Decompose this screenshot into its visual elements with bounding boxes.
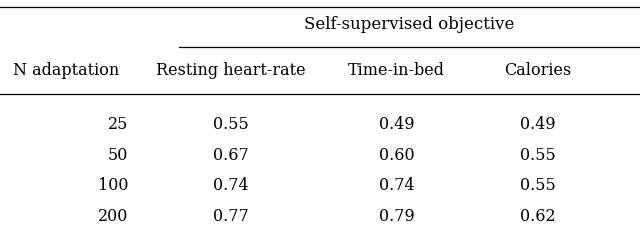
- Text: 0.55: 0.55: [520, 177, 556, 194]
- Text: 25: 25: [108, 116, 128, 133]
- Text: 200: 200: [98, 208, 128, 225]
- Text: Time-in-bed: Time-in-bed: [348, 62, 445, 79]
- Text: 0.77: 0.77: [212, 208, 248, 225]
- Text: 0.62: 0.62: [520, 208, 556, 225]
- Text: 0.49: 0.49: [379, 116, 415, 133]
- Text: 0.79: 0.79: [379, 208, 415, 225]
- Text: N adaptation: N adaptation: [13, 62, 119, 79]
- Text: 0.49: 0.49: [520, 116, 556, 133]
- Text: 100: 100: [97, 177, 128, 194]
- Text: 50: 50: [108, 147, 128, 164]
- Text: 0.74: 0.74: [379, 177, 415, 194]
- Text: 0.60: 0.60: [379, 147, 415, 164]
- Text: Resting heart-rate: Resting heart-rate: [156, 62, 305, 79]
- Text: 0.55: 0.55: [520, 147, 556, 164]
- Text: 0.55: 0.55: [212, 116, 248, 133]
- Text: 0.67: 0.67: [212, 147, 248, 164]
- Text: Calories: Calories: [504, 62, 572, 79]
- Text: 0.74: 0.74: [212, 177, 248, 194]
- Text: Self-supervised objective: Self-supervised objective: [305, 16, 515, 33]
